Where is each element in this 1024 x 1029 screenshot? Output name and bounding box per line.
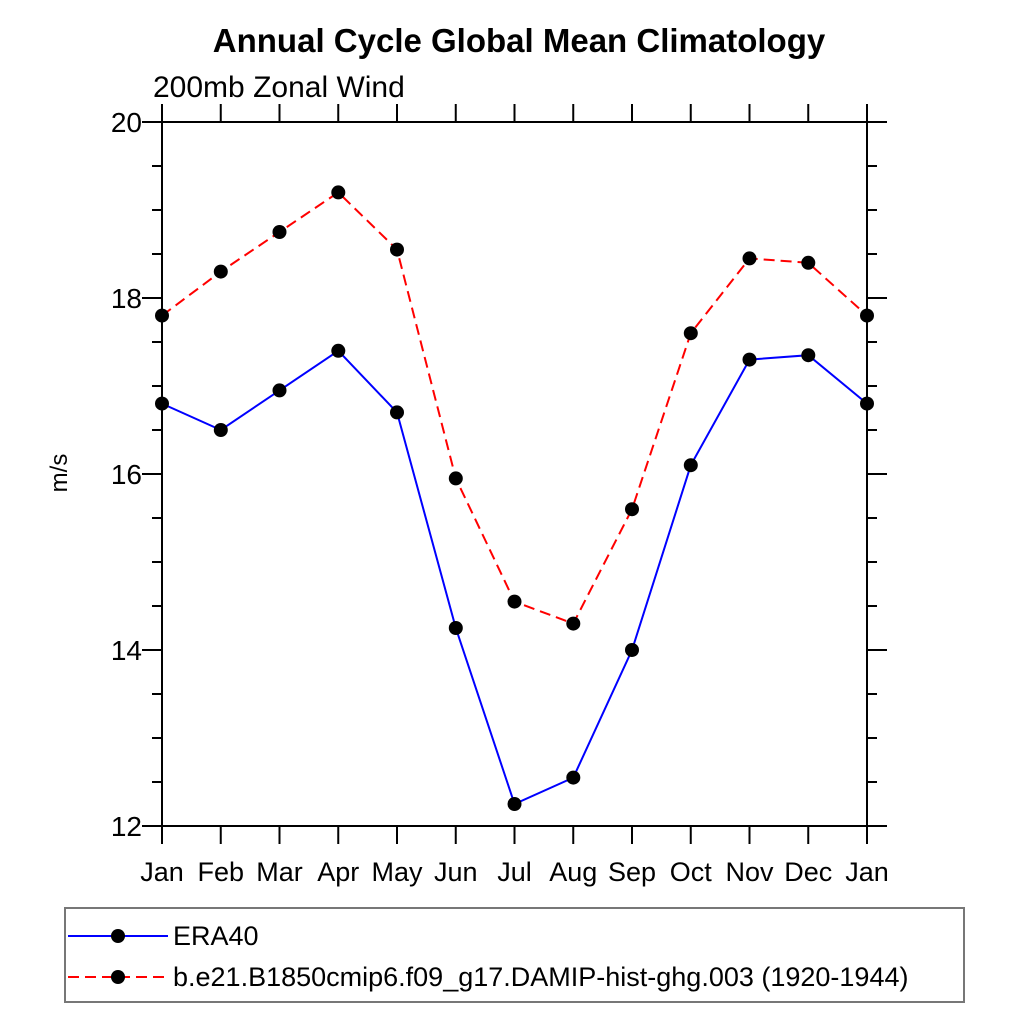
x-tick-label: Jun bbox=[434, 857, 478, 887]
x-tick-label: Jan bbox=[140, 857, 184, 887]
data-point bbox=[390, 242, 404, 257]
y-tick-label: 18 bbox=[111, 283, 142, 314]
data-point bbox=[507, 594, 522, 609]
x-tick-label: Dec bbox=[784, 857, 832, 887]
legend-box bbox=[64, 907, 965, 1003]
y-axis-label: m/s bbox=[46, 454, 73, 493]
data-point bbox=[390, 405, 404, 420]
data-point bbox=[742, 251, 757, 266]
x-tick-label: Jan bbox=[845, 857, 889, 887]
data-point bbox=[272, 225, 287, 239]
legend: ERA40 b.e21.B1850cmip6.f09_g17.DAMIP-his… bbox=[64, 907, 965, 1003]
legend-entry-model: b.e21.B1850cmip6.f09_g17.DAMIP-hist-ghg.… bbox=[68, 962, 908, 992]
data-point bbox=[683, 458, 698, 473]
data-point bbox=[448, 471, 463, 486]
x-tick-label: May bbox=[371, 857, 423, 887]
legend-label-era40: ERA40 bbox=[173, 921, 259, 951]
x-tick-label: Sep bbox=[608, 857, 656, 887]
chart-title: Annual Cycle Global Mean Climatology bbox=[213, 22, 826, 59]
legend-label-model: b.e21.B1850cmip6.f09_g17.DAMIP-hist-ghg.… bbox=[173, 962, 908, 992]
x-tick-label: Mar bbox=[256, 857, 303, 887]
x-tick-label: Oct bbox=[670, 857, 713, 887]
plot-series bbox=[155, 185, 874, 811]
x-tick-label: Feb bbox=[197, 857, 244, 887]
x-tick-label: Jul bbox=[497, 857, 532, 887]
data-point bbox=[801, 255, 816, 270]
chart-subtitle: 200mb Zonal Wind bbox=[153, 71, 405, 104]
data-point bbox=[625, 502, 639, 517]
data-point bbox=[331, 185, 346, 200]
y-tick-label: 14 bbox=[111, 635, 142, 666]
series-line-era40 bbox=[161, 349, 868, 806]
data-point bbox=[566, 770, 581, 785]
legend-marker-dot bbox=[111, 929, 125, 943]
data-point bbox=[272, 383, 287, 398]
data-point bbox=[331, 343, 346, 358]
data-point bbox=[507, 797, 522, 811]
y-tick-label: 20 bbox=[111, 107, 142, 138]
legend-entry-era40: ERA40 bbox=[68, 921, 259, 951]
data-point bbox=[683, 326, 698, 341]
data-point bbox=[566, 616, 581, 631]
plot-frame bbox=[161, 121, 868, 827]
axis-ticks: Jan Feb Mar Apr May Jun Jul Aug Sep Oct Nov Dec Jan 1… bbox=[111, 104, 889, 887]
x-tick-label: Aug bbox=[549, 857, 597, 887]
y-tick-label: 16 bbox=[111, 459, 142, 490]
legend-marker-dot bbox=[111, 970, 125, 984]
data-point bbox=[448, 621, 463, 635]
data-point bbox=[213, 264, 228, 279]
x-tick-label: Apr bbox=[317, 857, 359, 887]
y-tick-label: 12 bbox=[111, 811, 142, 842]
data-point bbox=[742, 352, 757, 367]
data-point bbox=[213, 423, 228, 437]
data-point bbox=[625, 643, 639, 657]
x-tick-label: Nov bbox=[725, 857, 774, 887]
series-line-model bbox=[161, 191, 868, 625]
data-point bbox=[801, 348, 816, 363]
